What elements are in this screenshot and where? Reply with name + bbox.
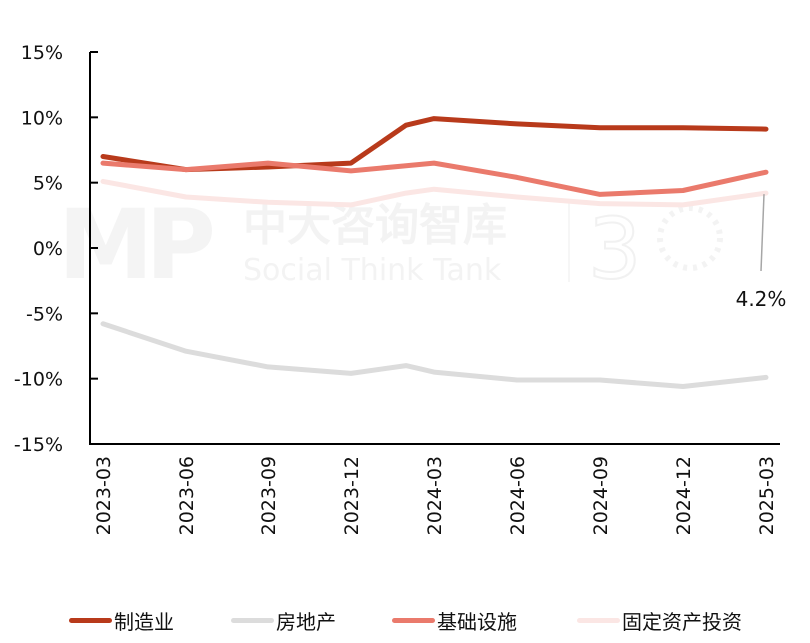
y-tick-label: -5% bbox=[26, 303, 63, 325]
x-tick-label: 2023-03 bbox=[93, 456, 115, 535]
series-line bbox=[100, 321, 769, 389]
x-tick-label: 2024-09 bbox=[590, 456, 612, 535]
annotation-label: 4.2% bbox=[736, 287, 787, 311]
watermark-en-text: Social Think Tank bbox=[243, 253, 502, 288]
legend-swatch-infrastructure bbox=[392, 617, 435, 623]
legend: 制造业 房地产 基础设施 固定资产投资 bbox=[0, 604, 810, 636]
y-tick-label: 0% bbox=[33, 238, 63, 260]
x-tick-label: 2024-12 bbox=[673, 456, 695, 535]
y-tick-label: -10% bbox=[14, 369, 63, 391]
y-tick-label: -15% bbox=[14, 434, 63, 456]
legend-label: 固定资产投资 bbox=[622, 609, 742, 634]
legend-item-fixed-asset-investment: 固定资产投资 bbox=[577, 604, 742, 636]
series-lines bbox=[100, 116, 769, 389]
legend-label: 制造业 bbox=[114, 609, 174, 634]
y-tick-label: 5% bbox=[33, 173, 63, 195]
x-tick-label: 2024-03 bbox=[424, 456, 446, 535]
y-tick-label: 15% bbox=[21, 42, 63, 64]
legend-item-manufacturing: 制造业 bbox=[69, 604, 174, 636]
x-tick-label: 2024-06 bbox=[507, 456, 529, 535]
axes: 15% 10% 5% 0% -5% -10% -15% 2023-03 2023-06 2023-… bbox=[14, 42, 780, 535]
x-tick-label: 2023-09 bbox=[258, 456, 280, 535]
legend-swatch-fixed-asset-investment bbox=[577, 617, 620, 623]
legend-label: 房地产 bbox=[276, 609, 336, 634]
legend-item-infrastructure: 基础设施 bbox=[392, 604, 517, 636]
x-tick-label: 2025-03 bbox=[756, 456, 778, 535]
watermark-badge: 3 bbox=[588, 200, 641, 298]
watermark-cn-text: 中大咨询智库 bbox=[243, 200, 507, 251]
legend-swatch-real-estate bbox=[231, 617, 274, 623]
watermark: MP 中大咨询智库 Social Think Tank 3 bbox=[58, 189, 723, 301]
legend-swatch-manufacturing bbox=[69, 617, 112, 623]
x-tick-label: 2023-06 bbox=[176, 456, 198, 535]
watermark-logo: MP bbox=[58, 189, 213, 301]
legend-item-real-estate: 房地产 bbox=[231, 604, 336, 636]
series-line bbox=[100, 178, 769, 208]
annotation-leader-line bbox=[760, 194, 765, 272]
legend-label: 基础设施 bbox=[437, 609, 517, 634]
x-tick-label: 2023-12 bbox=[341, 456, 363, 535]
series-line bbox=[100, 160, 769, 197]
y-tick-label: 10% bbox=[21, 107, 63, 129]
annotations: 4.2% bbox=[736, 194, 787, 311]
